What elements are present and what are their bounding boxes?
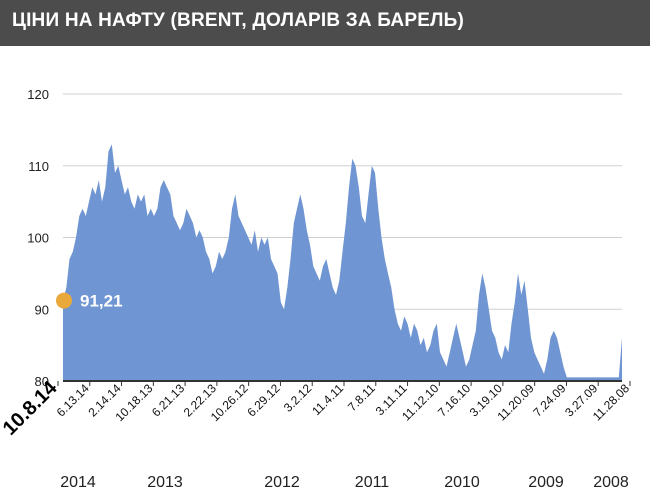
y-tick-label: 80 bbox=[35, 374, 49, 389]
x-tick-label: 10.8.14 bbox=[0, 376, 62, 439]
year-label: 2012 bbox=[264, 474, 300, 491]
title-bar: ЦІНИ НА НАФТУ (BRENT, ДОЛАРІВ ЗА БАРЕЛЬ) bbox=[0, 0, 650, 46]
year-label: 2010 bbox=[444, 474, 480, 491]
price-area bbox=[63, 144, 622, 381]
year-label: 2008 bbox=[593, 474, 629, 491]
current-price-label: 91,21 bbox=[80, 292, 123, 311]
y-tick-label: 120 bbox=[27, 87, 49, 102]
chart-title: ЦІНИ НА НАФТУ (BRENT, ДОЛАРІВ ЗА БАРЕЛЬ) bbox=[12, 10, 464, 31]
x-tick-label: 11.4.11 bbox=[309, 381, 346, 418]
year-labels: 2014 2013 2012 2011 2010 2009 2008 bbox=[60, 474, 629, 491]
x-tick-label: 7.24.09 bbox=[530, 381, 568, 419]
y-tick-label: 110 bbox=[28, 159, 49, 174]
y-tick-label: 90 bbox=[35, 302, 49, 317]
y-axis: 80 90 100 110 120 bbox=[27, 87, 49, 389]
x-axis: 10.8.146.13.142.14.1410.18.136.21.132.22… bbox=[0, 376, 632, 439]
year-label: 2009 bbox=[528, 474, 564, 491]
x-tick-label: 6.21.13 bbox=[149, 381, 187, 419]
year-label: 2011 bbox=[355, 474, 390, 491]
year-label: 2013 bbox=[147, 474, 183, 491]
x-tick-label: 7.16.10 bbox=[435, 381, 473, 419]
x-tick-label: 6.29.12 bbox=[244, 381, 282, 419]
x-tick-label: 6.13.14 bbox=[54, 381, 92, 419]
current-price-marker bbox=[56, 292, 72, 309]
year-label: 2014 bbox=[60, 474, 96, 491]
y-tick-label: 100 bbox=[27, 231, 49, 246]
